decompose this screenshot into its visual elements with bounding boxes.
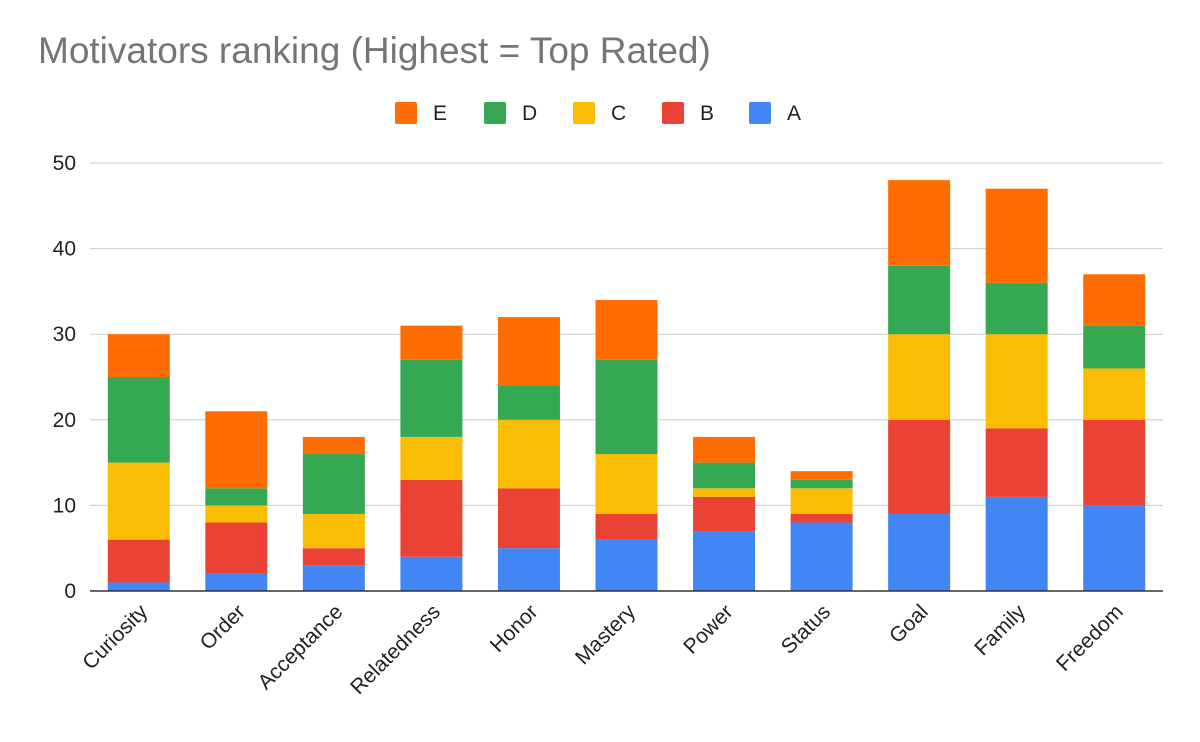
legend-swatch-a [749,102,771,124]
bar-segment-b [888,419,951,514]
bar-segment-d [400,359,463,437]
y-tick-label: 30 [53,323,76,346]
bar-segment-d [205,488,268,506]
bar-segment-d [1083,325,1146,369]
bar-segment-b [497,488,560,549]
bar-segment-c [595,454,658,514]
y-tick-label: 50 [53,152,76,175]
bar-segment-c [790,488,853,514]
bar-segment-b [205,522,268,574]
bar-segment-d [985,282,1048,335]
bar-segment-b [595,513,658,540]
bar-segment-e [888,180,951,266]
bar-segment-c [888,334,951,420]
y-tick-label: 0 [64,580,76,603]
x-tick-label: Relatedness [346,600,445,699]
x-tick-label: Acceptance [254,600,348,694]
bar-segment-b [985,428,1048,497]
bar-segment-b [790,513,853,523]
bar-segment-a [107,582,170,591]
bar-segment-c [205,505,268,523]
bar-segment-c [1083,368,1146,420]
x-tick-label: Mastery [571,600,640,669]
bar-segment-e [107,334,170,377]
bar-segment-a [790,522,853,591]
bar-segment-a [693,531,756,591]
x-tick-label: Freedom [1052,600,1128,676]
legend-swatch-b [662,102,684,124]
bar-segment-d [107,377,170,463]
legend-label-d: D [522,102,537,125]
bar-segment-d [790,479,853,489]
bar-segment-e [302,436,365,455]
x-tick-label: Curiosity [78,600,152,674]
bar-segment-c [693,488,756,497]
bar-segment-a [1083,505,1146,591]
bar-segment-a [205,573,268,591]
legend-swatch-c [573,102,595,124]
bar-segment-a [888,513,951,591]
x-tick-label: Status [777,600,835,658]
x-tick-label: Family [970,600,1030,660]
bar-segment-b [693,496,756,532]
bars [107,180,1146,591]
y-tick-label: 40 [53,238,76,261]
bar-segment-b [302,548,365,566]
bar-segment-e [790,471,853,480]
bar-segment-e [205,411,268,489]
bar-segment-c [497,419,560,489]
x-tick-label: Honor [486,600,543,657]
bar-segment-a [595,539,658,591]
bar-segment-d [888,265,951,335]
y-tick-label: 20 [53,409,76,432]
bar-segment-c [985,334,1048,429]
bar-segment-e [693,436,756,463]
x-tick-label: Order [196,600,250,654]
bar-segment-b [107,539,170,583]
bar-segment-e [400,325,463,360]
x-tick-label: Goal [885,600,933,648]
bar-segment-c [302,513,365,549]
bar-segment-a [400,556,463,591]
y-tick-label: 10 [53,494,76,517]
bar-segment-e [595,299,658,360]
bar-segment-d [302,454,365,514]
chart-title: Motivators ranking (Highest = Top Rated) [38,30,711,71]
bar-segment-d [693,462,756,489]
legend-label-a: A [787,102,801,125]
bar-segment-a [985,496,1048,591]
bar-segment-b [1083,419,1146,506]
bar-segment-d [595,359,658,455]
bar-segment-b [400,479,463,557]
legend-label-c: C [611,102,626,125]
bar-segment-c [400,436,463,480]
bar-segment-e [1083,274,1146,326]
legend-swatch-d [484,102,506,124]
legend-swatch-e [395,102,417,124]
bar-segment-d [497,385,560,420]
x-tick-label: Power [679,600,737,658]
legend-label-b: B [700,102,714,125]
bar-segment-a [302,565,365,591]
bar-segment-c [107,462,170,540]
bar-segment-a [497,548,560,591]
bar-segment-e [497,317,560,386]
bar-segment-e [985,188,1048,283]
legend-label-e: E [433,102,447,125]
